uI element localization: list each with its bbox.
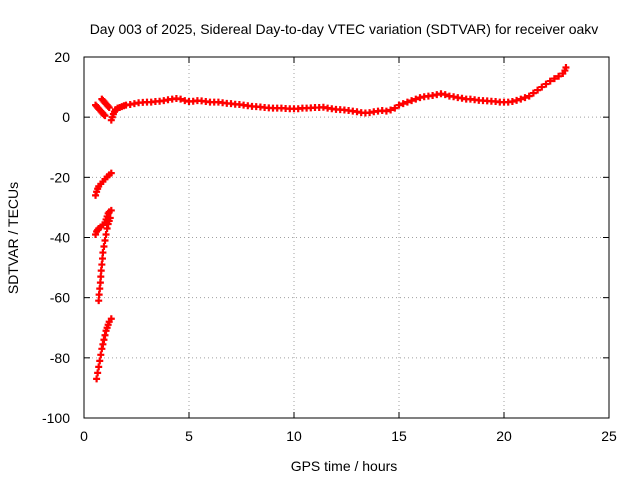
data-point — [399, 100, 407, 108]
data-point — [98, 255, 106, 263]
data-point — [177, 95, 185, 103]
data-point — [529, 89, 537, 97]
x-tick-label: 25 — [601, 428, 617, 444]
data-point — [98, 261, 106, 269]
data-point — [562, 64, 570, 72]
data-point — [95, 291, 103, 299]
y-tick-label: -40 — [50, 230, 70, 246]
y-axis-ticks: -100 -80 -60 -40 -20 0 20 — [42, 49, 609, 426]
x-axis-label: GPS time / hours — [291, 458, 398, 474]
data-point — [105, 104, 113, 112]
data-point — [546, 77, 554, 85]
data-point — [96, 357, 104, 365]
data-point — [408, 97, 416, 105]
data-point — [93, 375, 101, 383]
data-point — [513, 96, 521, 104]
data-point — [102, 230, 110, 238]
y-tick-label: 0 — [62, 109, 70, 125]
data-point — [96, 285, 104, 293]
x-tick-label: 15 — [391, 428, 407, 444]
data-point — [395, 101, 403, 109]
data-point — [542, 80, 550, 88]
data-point — [95, 297, 103, 305]
data-point — [382, 107, 390, 115]
data-point — [97, 267, 105, 275]
x-tick-label: 20 — [496, 428, 512, 444]
data-point — [534, 86, 542, 94]
data-point — [107, 315, 115, 323]
x-tick-label: 0 — [80, 428, 88, 444]
x-axis-ticks: 0 5 10 15 20 25 — [80, 57, 617, 444]
data-point — [441, 91, 449, 99]
data-point — [94, 369, 102, 377]
x-tick-label: 10 — [286, 428, 302, 444]
data-point — [100, 243, 108, 251]
data-point — [387, 106, 395, 114]
y-tick-label: -60 — [50, 290, 70, 306]
data-point — [107, 206, 115, 214]
grid-lines — [84, 57, 609, 418]
chart-title: Day 003 of 2025, Sidereal Day-to-day VTE… — [90, 21, 599, 37]
y-tick-label: -20 — [50, 169, 70, 185]
data-point — [403, 98, 411, 106]
data-point — [525, 92, 533, 100]
y-tick-label: -100 — [42, 410, 70, 426]
data-points — [92, 64, 570, 383]
data-point — [538, 83, 546, 91]
data-point — [508, 98, 516, 106]
data-point — [550, 75, 558, 83]
data-point — [95, 363, 103, 371]
data-point — [521, 94, 529, 102]
y-axis-label: SDTVAR / TECUs — [5, 182, 21, 294]
data-point — [96, 279, 104, 287]
y-tick-label: 20 — [54, 49, 70, 65]
data-point — [106, 214, 114, 222]
data-point — [97, 351, 105, 359]
data-point — [99, 249, 107, 257]
y-tick-label: -80 — [50, 350, 70, 366]
data-point — [97, 273, 105, 281]
data-point — [101, 112, 109, 120]
data-point — [101, 237, 109, 245]
data-point — [107, 169, 115, 177]
data-point — [412, 95, 420, 103]
data-point — [517, 95, 525, 103]
x-tick-label: 5 — [185, 428, 193, 444]
data-point — [555, 72, 563, 80]
data-point — [391, 104, 399, 112]
